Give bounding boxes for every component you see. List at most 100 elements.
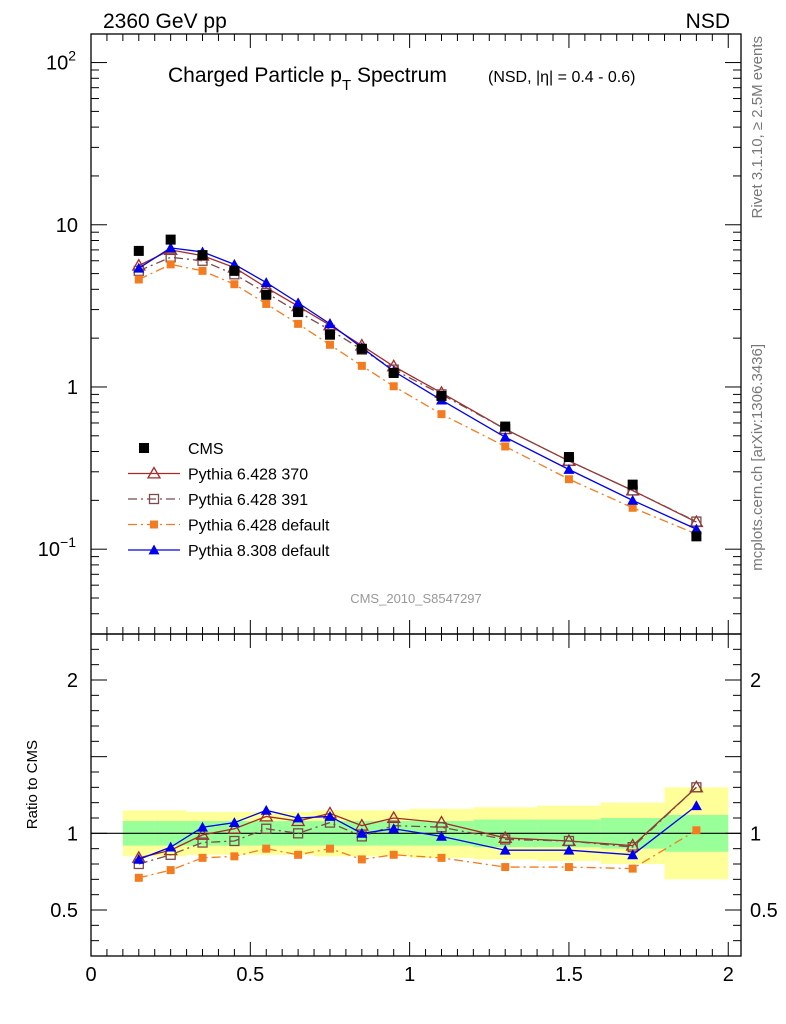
ratio-point-2 <box>389 850 398 859</box>
x-tick-label: 0 <box>85 964 96 986</box>
series-point-3 <box>690 523 702 534</box>
series-point-3 <box>260 277 272 288</box>
ratio-point-2 <box>437 853 446 862</box>
ratio-point-2 <box>357 855 366 864</box>
legend-marker-1 <box>148 493 160 505</box>
data-point <box>165 234 176 245</box>
ratio-line-3 <box>138 805 697 861</box>
ratio-point-3 <box>499 844 511 855</box>
ratio-y-tick-label-left: 2 <box>67 670 78 692</box>
data-point <box>229 265 240 276</box>
legend: CMS Pythia 6.428 370 Pythia 6.428 391 Pythi… <box>128 441 330 560</box>
chart-title-extra: (NSD, |η| = 0.4 - 0.6) <box>488 69 635 86</box>
ratio-point-3 <box>133 853 145 864</box>
data-point <box>261 289 272 300</box>
data-point <box>293 306 304 317</box>
ratio-point-0 <box>498 830 513 843</box>
data-point <box>197 250 208 261</box>
ratio-frame <box>90 633 742 957</box>
series-line-3 <box>138 247 697 530</box>
ratio-point-3 <box>435 830 447 841</box>
legend-label-data: CMS <box>188 441 224 458</box>
series-point-2 <box>501 442 510 451</box>
data-point <box>388 367 399 378</box>
header-process-label: NSD <box>686 10 730 33</box>
series-line-2 <box>138 263 697 535</box>
legend-marker-data <box>139 443 149 453</box>
series-point-2 <box>134 275 143 284</box>
data-point <box>436 390 447 401</box>
ratio-point-3 <box>165 841 177 852</box>
data-point <box>691 531 702 542</box>
y-tick-label: 102 <box>46 48 76 75</box>
ratio-point-2 <box>294 850 303 859</box>
series-point-2 <box>564 475 573 484</box>
y-tick-label: 1 <box>67 377 78 399</box>
ratio-point-0 <box>227 821 242 834</box>
x-tick-label: 0.5 <box>236 964 264 986</box>
ratio-point-1 <box>292 828 304 839</box>
rivet-version-label: Rivet 3.1.10, ≥ 2.5M events <box>749 36 766 219</box>
ratio-point-1 <box>261 823 272 834</box>
series-point-2 <box>294 319 303 328</box>
ratio-point-3 <box>356 827 368 838</box>
series-point-2 <box>389 382 398 391</box>
x-tick-label: 1 <box>404 964 415 986</box>
legend-label-3: Pythia 8.308 default <box>188 543 330 560</box>
data-point <box>324 329 335 340</box>
ratio-point-0 <box>259 809 274 822</box>
legend-marker-0 <box>146 466 162 479</box>
ratio-point-2 <box>198 853 207 862</box>
ratio-line-2 <box>138 829 697 879</box>
series-line-1 <box>138 256 697 523</box>
series-point-2 <box>628 503 637 512</box>
x-tick-label: 1.5 <box>555 964 583 986</box>
header-energy-label: 2360 GeV pp <box>103 10 227 33</box>
series-point-3 <box>324 318 336 329</box>
series-point-2 <box>166 260 175 269</box>
ratio-point-2 <box>262 844 271 853</box>
series-point-3 <box>627 494 639 505</box>
ratio-point-2 <box>501 863 510 872</box>
ratio-point-1 <box>500 834 511 845</box>
series-point-3 <box>165 242 177 253</box>
ratio-point-1 <box>691 782 702 793</box>
mcplots-label: mcplots.cern.ch [arXiv:1306.3436] <box>749 344 766 571</box>
series-point-3 <box>133 262 145 273</box>
series-point-2 <box>198 266 207 275</box>
ratio-point-2 <box>166 866 175 875</box>
ratio-y-tick-label-right: 1 <box>750 823 761 845</box>
ratio-point-2 <box>692 826 701 835</box>
series-point-2 <box>437 410 446 419</box>
ratio-point-3 <box>324 810 336 821</box>
ratio-point-2 <box>134 873 143 882</box>
ratio-point-2 <box>230 852 239 861</box>
data-point <box>500 421 511 432</box>
series-point-3 <box>499 431 511 442</box>
legend-label-1: Pythia 6.428 391 <box>188 492 308 509</box>
ratio-point-2 <box>628 864 637 873</box>
ratio-point-0 <box>195 827 210 840</box>
ratio-y-tick-label-left: 0.5 <box>50 900 78 922</box>
chart-title: Charged Particle pT Spectrum <box>168 64 447 94</box>
series-point-3 <box>292 297 304 308</box>
ratio-point-0 <box>386 810 401 824</box>
ratio-panel: 0.5 0.5 1 1 2 2 Ratio to CMS <box>24 633 778 957</box>
analysis-watermark: CMS_2010_S8547297 <box>350 591 482 606</box>
ratio-y-tick-label-right: 2 <box>750 670 761 692</box>
ratio-point-3 <box>260 804 272 815</box>
series-point-3 <box>563 463 575 474</box>
ratio-point-3 <box>292 812 304 823</box>
ratio-point-0 <box>434 815 449 828</box>
series-point-2 <box>262 299 271 308</box>
series-point-2 <box>357 361 366 370</box>
ratio-point-1 <box>229 835 240 847</box>
ratio-point-3 <box>627 849 639 860</box>
legend-marker-3 <box>148 544 160 555</box>
ratio-line-0 <box>138 786 697 859</box>
ratio-point-3 <box>197 821 209 832</box>
ratio-point-3 <box>690 800 702 811</box>
ratio-point-3 <box>388 823 400 834</box>
